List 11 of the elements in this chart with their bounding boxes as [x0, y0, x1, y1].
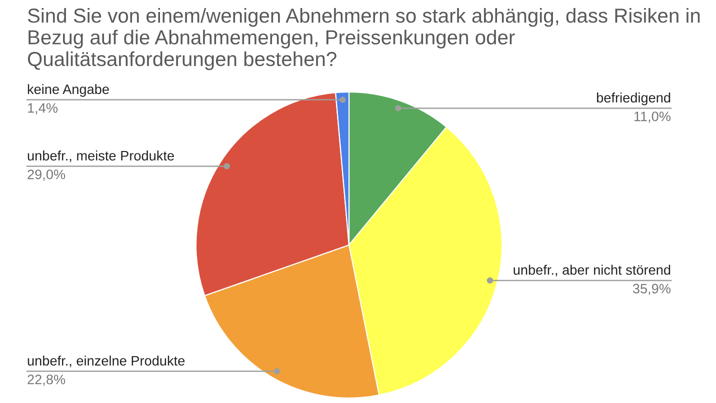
slice-label: befriedigend — [596, 92, 670, 106]
data-label: 22,8% — [28, 374, 66, 386]
data-label: 11,0% — [634, 112, 671, 123]
chart-title: Sind Sie von einem/wenigen Abnehmern so stark abhängig, dass Risiken in Bezug auf die Abnahmemengen, Preissenkungen oder Qualitätsanforderungen bestehen? — [28, 8, 700, 70]
slice-label: unbefr., aber nicht störend — [514, 264, 670, 276]
slice-label: unbefr., einzelne Produkte — [28, 356, 185, 368]
slice-label: keine Angabe — [28, 84, 109, 97]
data-label: 29,0% — [28, 170, 66, 181]
slice-label: unbefr., meiste Produkte — [28, 150, 174, 162]
data-label: 1,4% — [28, 103, 58, 114]
data-label: 35,9% — [632, 284, 671, 296]
